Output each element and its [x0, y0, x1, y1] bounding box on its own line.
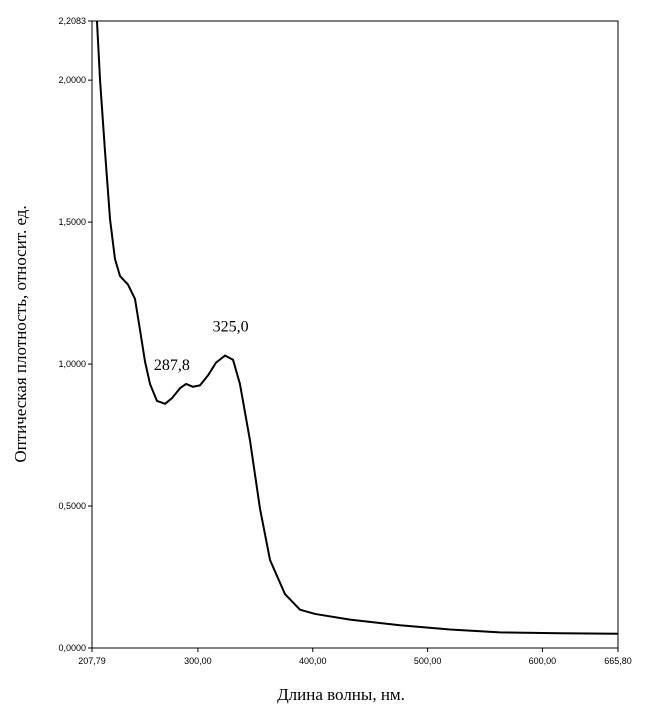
x-tick-label: 400,00: [299, 656, 327, 666]
y-tick-label: 1,5000: [58, 217, 86, 227]
y-tick-label: 0,5000: [58, 501, 86, 511]
y-tick-label: 2,0000: [58, 75, 86, 85]
x-tick-label: 207,79: [78, 656, 106, 666]
plot-frame: [91, 20, 619, 649]
x-axis-label: Длина волны, нм.: [277, 685, 405, 704]
x-tick-label: 600,00: [529, 656, 557, 666]
y-tick-label: 1,0000: [58, 359, 86, 369]
spectrum-line: [95, 20, 619, 635]
y-tick-label: 0,0000: [58, 643, 86, 653]
x-tick-label: 300,00: [184, 656, 212, 666]
y-axis-label: Оптическая плотность, относит. ед.: [11, 205, 30, 462]
peak-label: 287,8: [154, 357, 190, 374]
y-tick-label: 2,2083: [58, 16, 86, 26]
x-tick-label: 500,00: [414, 656, 442, 666]
x-tick-label: 665,80: [604, 656, 632, 666]
peak-label: 325,0: [213, 319, 249, 336]
